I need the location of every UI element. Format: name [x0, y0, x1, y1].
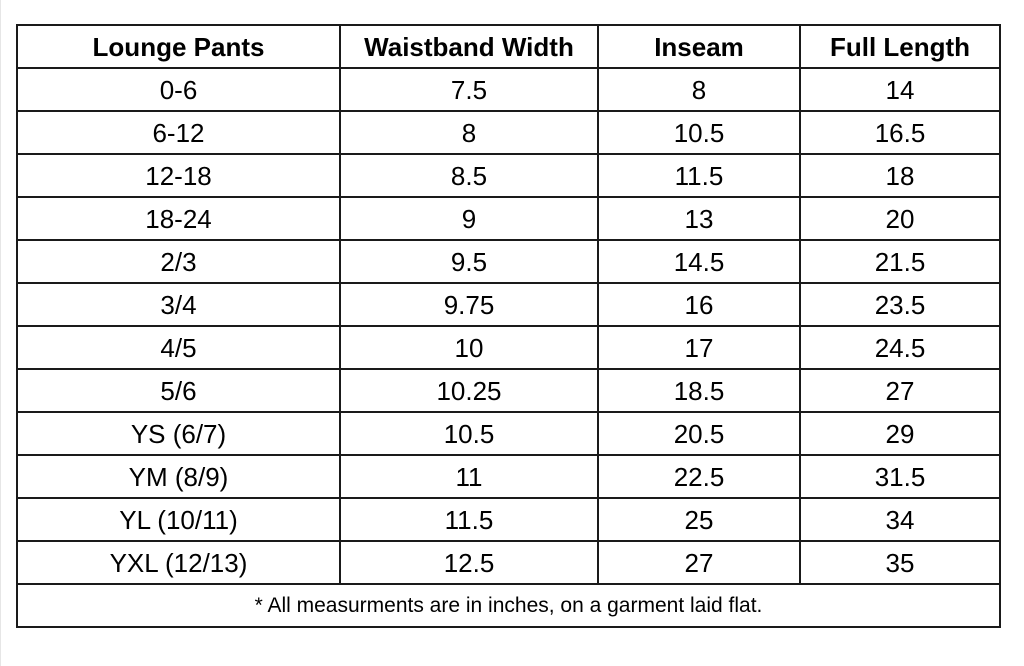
table-row: YXL (12/13) 12.5 27 35	[16, 540, 1001, 585]
cell-full-length[interactable]: 14	[799, 67, 1001, 112]
cell-size[interactable]: YXL (12/13)	[16, 540, 341, 585]
table-row: 3/4 9.75 16 23.5	[16, 282, 1001, 327]
table-row: 6-12 8 10.5 16.5	[16, 110, 1001, 155]
cell-inseam[interactable]: 16	[597, 282, 801, 327]
cell-inseam[interactable]: 14.5	[597, 239, 801, 284]
cell-full-length[interactable]: 31.5	[799, 454, 1001, 499]
cell-full-length[interactable]: 29	[799, 411, 1001, 456]
cell-inseam[interactable]: 11.5	[597, 153, 801, 198]
cell-full-length[interactable]: 23.5	[799, 282, 1001, 327]
cell-waistband[interactable]: 10	[339, 325, 599, 370]
cell-size[interactable]: 6-12	[16, 110, 341, 155]
cell-inseam[interactable]: 10.5	[597, 110, 801, 155]
table-row: YL (10/11) 11.5 25 34	[16, 497, 1001, 542]
cell-inseam[interactable]: 27	[597, 540, 801, 585]
cell-inseam[interactable]: 18.5	[597, 368, 801, 413]
cell-full-length[interactable]: 18	[799, 153, 1001, 198]
cell-full-length[interactable]: 16.5	[799, 110, 1001, 155]
cell-inseam[interactable]: 25	[597, 497, 801, 542]
cell-size[interactable]: 0-6	[16, 67, 341, 112]
cell-full-length[interactable]: 35	[799, 540, 1001, 585]
cell-inseam[interactable]: 13	[597, 196, 801, 241]
table-row: 4/5 10 17 24.5	[16, 325, 1001, 370]
header-row: Lounge Pants Waistband Width Inseam Full…	[16, 24, 1001, 69]
table-row: 5/6 10.25 18.5 27	[16, 368, 1001, 413]
cell-size[interactable]: 3/4	[16, 282, 341, 327]
cell-waistband[interactable]: 12.5	[339, 540, 599, 585]
size-chart-table: Lounge Pants Waistband Width Inseam Full…	[16, 24, 1001, 628]
cell-waistband[interactable]: 11	[339, 454, 599, 499]
cell-full-length[interactable]: 27	[799, 368, 1001, 413]
cell-full-length[interactable]: 21.5	[799, 239, 1001, 284]
cell-waistband[interactable]: 11.5	[339, 497, 599, 542]
cell-full-length[interactable]: 34	[799, 497, 1001, 542]
cell-size[interactable]: 12-18	[16, 153, 341, 198]
cell-size[interactable]: 4/5	[16, 325, 341, 370]
cell-waistband[interactable]: 9.5	[339, 239, 599, 284]
cell-waistband[interactable]: 7.5	[339, 67, 599, 112]
cell-size[interactable]: YS (6/7)	[16, 411, 341, 456]
cell-size[interactable]: YL (10/11)	[16, 497, 341, 542]
cell-size[interactable]: 5/6	[16, 368, 341, 413]
cell-waistband[interactable]: 9	[339, 196, 599, 241]
cell-waistband[interactable]: 10.25	[339, 368, 599, 413]
table-row: 12-18 8.5 11.5 18	[16, 153, 1001, 198]
table-row: YS (6/7) 10.5 20.5 29	[16, 411, 1001, 456]
cell-inseam[interactable]: 22.5	[597, 454, 801, 499]
header-waistband-width[interactable]: Waistband Width	[339, 24, 599, 69]
header-inseam[interactable]: Inseam	[597, 24, 801, 69]
cell-waistband[interactable]: 10.5	[339, 411, 599, 456]
cell-size[interactable]: YM (8/9)	[16, 454, 341, 499]
cell-size[interactable]: 18-24	[16, 196, 341, 241]
footnote-cell[interactable]: * All measurments are in inches, on a ga…	[16, 583, 1001, 628]
cell-inseam[interactable]: 17	[597, 325, 801, 370]
cell-waistband[interactable]: 8.5	[339, 153, 599, 198]
cell-inseam[interactable]: 20.5	[597, 411, 801, 456]
cell-inseam[interactable]: 8	[597, 67, 801, 112]
table-row: 2/3 9.5 14.5 21.5	[16, 239, 1001, 284]
header-full-length[interactable]: Full Length	[799, 24, 1001, 69]
table-row: 0-6 7.5 8 14	[16, 67, 1001, 112]
cell-size[interactable]: 2/3	[16, 239, 341, 284]
cell-waistband[interactable]: 9.75	[339, 282, 599, 327]
footnote-row: * All measurments are in inches, on a ga…	[16, 583, 1001, 628]
table-row: YM (8/9) 11 22.5 31.5	[16, 454, 1001, 499]
table-row: 18-24 9 13 20	[16, 196, 1001, 241]
cell-waistband[interactable]: 8	[339, 110, 599, 155]
header-lounge-pants[interactable]: Lounge Pants	[16, 24, 341, 69]
cell-full-length[interactable]: 20	[799, 196, 1001, 241]
cell-full-length[interactable]: 24.5	[799, 325, 1001, 370]
